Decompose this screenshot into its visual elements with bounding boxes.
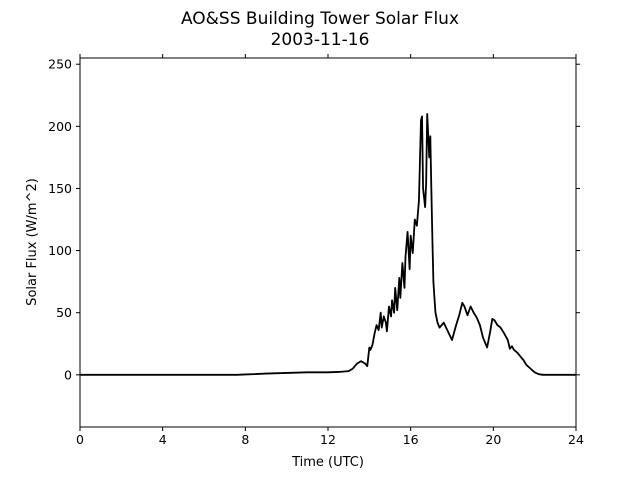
x-axis: 0 4 8 12 16 20 24 bbox=[76, 54, 584, 447]
y-tick-label: 200 bbox=[48, 119, 72, 134]
y-axis: 0 50 100 150 200 250 bbox=[48, 57, 580, 382]
y-axis-label: Solar Flux (W/m^2) bbox=[25, 178, 40, 306]
x-tick-label: 20 bbox=[485, 432, 501, 447]
y-tick-label: 150 bbox=[48, 181, 72, 196]
chart-title: AO&SS Building Tower Solar Flux bbox=[181, 9, 459, 29]
x-tick-label: 16 bbox=[403, 432, 419, 447]
x-tick-label: 8 bbox=[241, 432, 249, 447]
x-tick-label: 0 bbox=[76, 432, 84, 447]
x-tick-label: 12 bbox=[320, 432, 336, 447]
y-tick-label: 250 bbox=[48, 57, 72, 72]
x-tick-label: 4 bbox=[159, 432, 167, 447]
data-layer bbox=[80, 113, 576, 376]
x-axis-label: Time (UTC) bbox=[291, 455, 364, 470]
y-tick-label: 0 bbox=[64, 367, 72, 382]
series-line-0 bbox=[80, 113, 576, 376]
y-tick-label: 50 bbox=[56, 305, 72, 320]
chart-subtitle: 2003-11-16 bbox=[271, 30, 370, 50]
y-tick-label: 100 bbox=[48, 243, 72, 258]
x-tick-label: 24 bbox=[568, 432, 584, 447]
